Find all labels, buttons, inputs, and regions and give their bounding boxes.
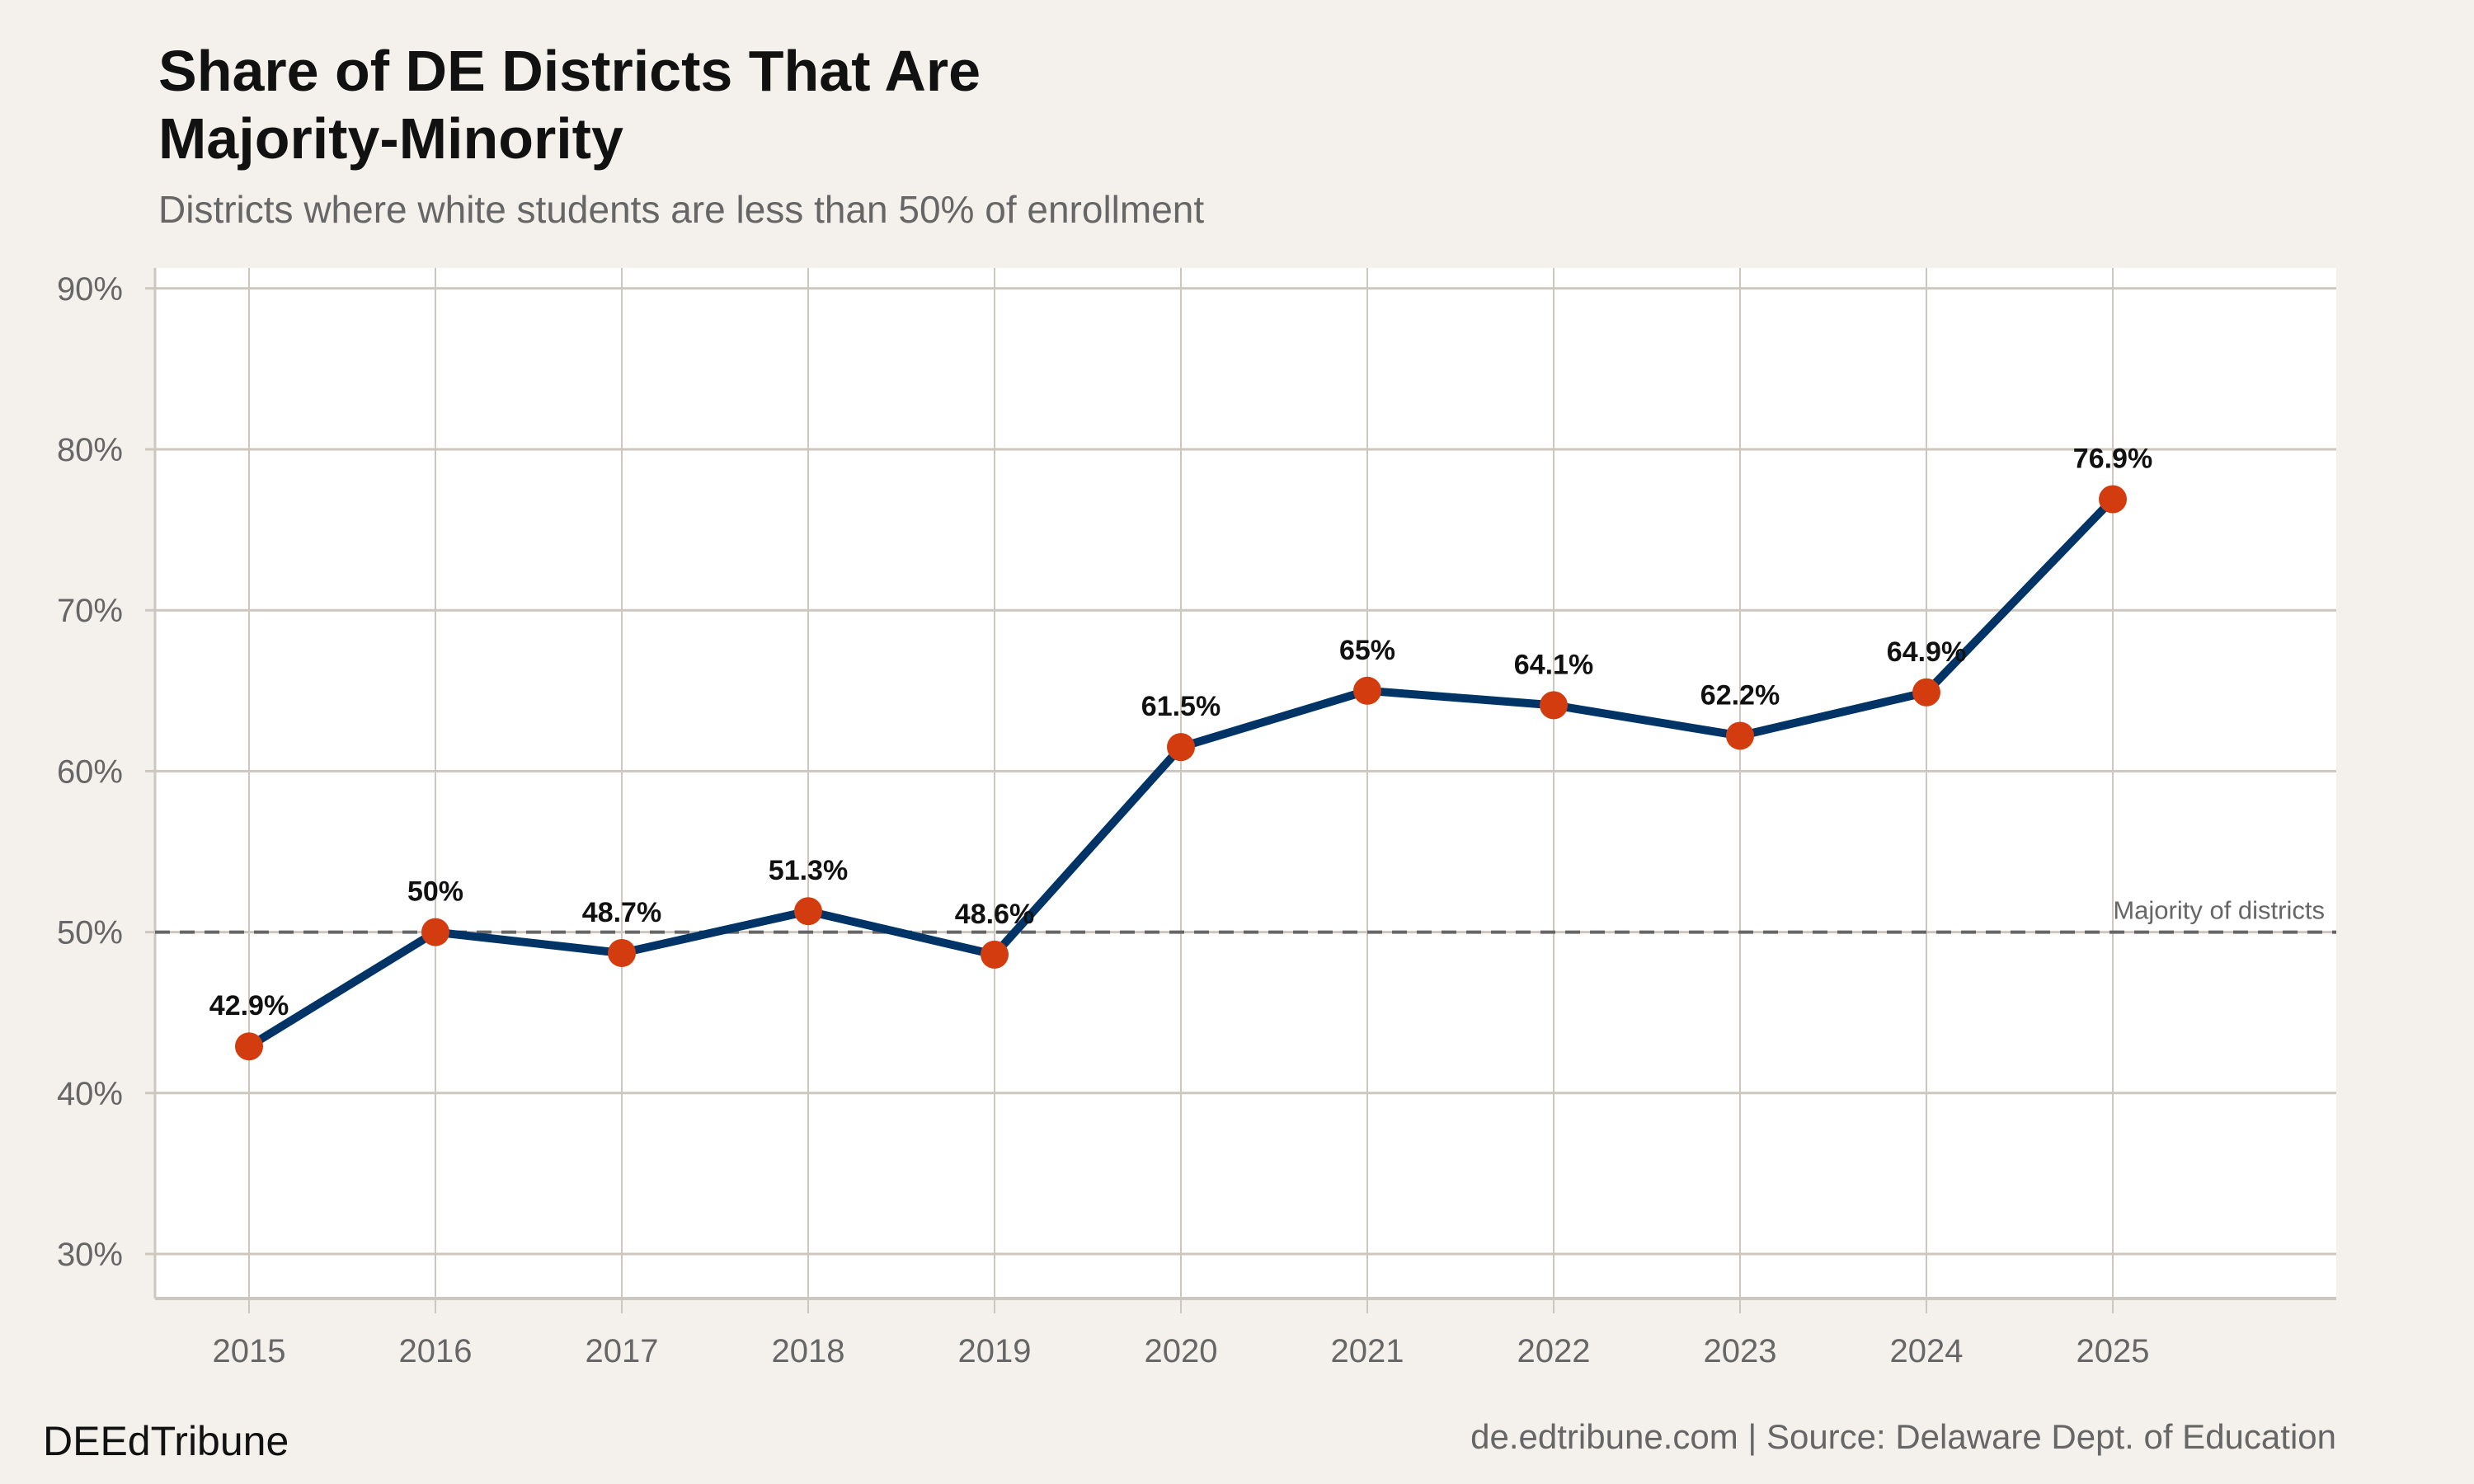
data-label: 61.5%	[1141, 691, 1221, 722]
data-series: 42.9% 50% 48.7% 51.3% 48.6% 61.5% 65% 64.1% 62.2…	[209, 444, 2152, 1061]
x-tick-label: 2023	[1704, 1333, 1777, 1369]
x-tick-label: 2019	[958, 1333, 1032, 1369]
y-tick-label: 30%	[57, 1237, 123, 1273]
brand-logo-text: DEEdTribune	[43, 1418, 289, 1464]
data-label: 64.9%	[1887, 636, 1966, 668]
data-point	[794, 897, 822, 926]
data-point	[2099, 485, 2127, 514]
data-point	[981, 940, 1009, 969]
data-label: 65%	[1339, 635, 1395, 666]
data-label: 64.1%	[1514, 649, 1593, 680]
axes: 30% 40% 50% 60% 70% 80% 90% 2015 2016 2017 2018 201…	[57, 268, 2336, 1369]
y-tick-label: 40%	[57, 1076, 123, 1112]
source-credit: de.edtribune.com | Source: Delaware Dept…	[1470, 1417, 2336, 1456]
y-tick-label: 80%	[57, 432, 123, 468]
x-tick-label: 2016	[399, 1333, 473, 1369]
x-tick-label: 2015	[213, 1333, 286, 1369]
y-tick-label: 70%	[57, 593, 123, 629]
data-point	[1540, 691, 1568, 720]
x-tick-label: 2024	[1890, 1333, 1964, 1369]
data-label: 76.9%	[2073, 444, 2152, 475]
chart-subtitle: Districts where white students are less …	[158, 188, 1204, 231]
x-tick-label: 2022	[1517, 1333, 1591, 1369]
data-label: 62.2%	[1700, 679, 1780, 711]
x-tick-label: 2021	[1331, 1333, 1404, 1369]
data-point	[421, 918, 449, 946]
chart-title-line-2: Majority-Minority	[158, 106, 623, 171]
data-point	[1912, 678, 1940, 707]
plot-panel	[155, 268, 2336, 1298]
data-label: 42.9%	[209, 990, 289, 1021]
data-point	[1726, 721, 1754, 750]
reference-line-label: Majority of districts	[2113, 896, 2325, 925]
data-label: 51.3%	[769, 855, 848, 886]
y-tick-label: 60%	[57, 754, 123, 790]
grid	[145, 268, 2336, 1313]
data-point	[1353, 676, 1381, 705]
data-point	[1167, 733, 1195, 762]
x-tick-label: 2025	[2077, 1333, 2150, 1369]
reference-line-group: Majority of districts	[155, 896, 2336, 934]
data-label: 50%	[407, 876, 463, 908]
y-tick-label: 90%	[57, 271, 123, 308]
data-point	[608, 938, 636, 967]
x-tick-label: 2018	[772, 1333, 845, 1369]
x-tick-label: 2020	[1145, 1333, 1218, 1369]
x-tick-label: 2017	[586, 1333, 659, 1369]
data-label: 48.6%	[955, 899, 1034, 930]
data-label: 48.7%	[582, 897, 661, 928]
y-tick-label: 50%	[57, 915, 123, 951]
chart-title-line-1: Share of DE Districts That Are	[158, 39, 981, 103]
data-point	[235, 1032, 263, 1061]
